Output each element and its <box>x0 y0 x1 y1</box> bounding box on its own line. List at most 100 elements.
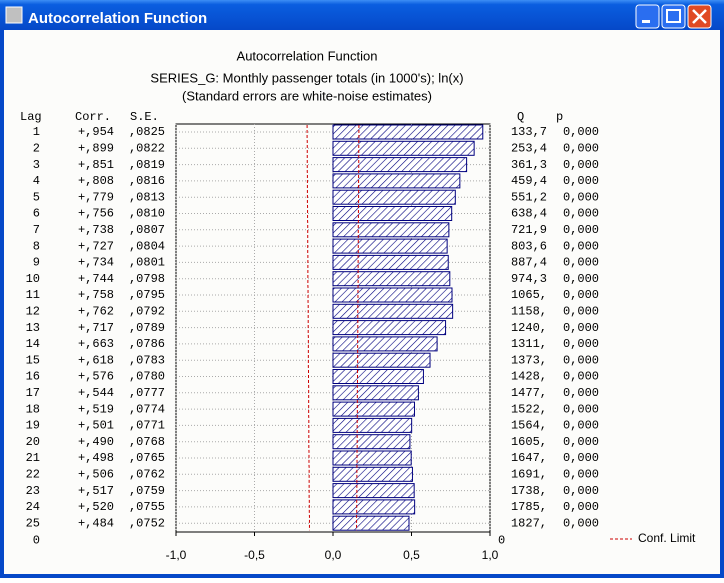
lag-label: 1 <box>33 125 40 139</box>
p-label: 0,000 <box>563 141 599 155</box>
q-label: 1738, <box>511 484 547 498</box>
q-label: 1477, <box>511 386 547 400</box>
corr-label: +,717 <box>78 321 114 335</box>
p-label: 0,000 <box>563 435 599 449</box>
corr-label: +,762 <box>78 304 114 318</box>
p-label: 0,000 <box>563 288 599 302</box>
q-label: 1158, <box>511 304 547 318</box>
lag-label: 11 <box>26 288 40 302</box>
corr-label: +,756 <box>78 207 114 221</box>
bar <box>332 434 411 450</box>
corr-label: +,484 <box>78 516 114 530</box>
q-label: 361,3 <box>511 158 547 172</box>
lag-label: 22 <box>26 467 40 481</box>
se-label: ,0768 <box>129 435 165 449</box>
se-label: ,0822 <box>129 141 165 155</box>
bar <box>332 499 416 515</box>
column-header: S.E. <box>130 110 159 124</box>
corr-label: +,758 <box>78 288 114 302</box>
q-label: 1522, <box>511 402 547 416</box>
x-tick-label: 0,5 <box>403 548 420 562</box>
q-label: 1647, <box>511 451 547 465</box>
bar <box>332 450 412 466</box>
bar <box>332 254 449 270</box>
corr-label: +,899 <box>78 141 114 155</box>
bar <box>332 369 424 384</box>
se-label: ,0774 <box>129 402 165 416</box>
p-label: 0,000 <box>563 484 599 498</box>
p-label: 0,000 <box>563 402 599 416</box>
lag-label: 17 <box>26 386 40 400</box>
bar <box>332 352 431 368</box>
se-label: ,0816 <box>129 174 165 188</box>
p-label: 0,000 <box>563 516 599 530</box>
q-label: 1373, <box>511 353 547 367</box>
se-label: ,0813 <box>129 190 165 204</box>
bar <box>332 157 468 173</box>
lag-label: 19 <box>26 419 40 433</box>
lag-label: 12 <box>26 304 40 318</box>
p-label: 0,000 <box>563 353 599 367</box>
se-label: ,0755 <box>129 500 165 514</box>
se-label: ,0807 <box>129 223 165 237</box>
bar <box>332 515 410 531</box>
close-button[interactable] <box>687 4 712 29</box>
p-label: 0,000 <box>563 500 599 514</box>
maximize-button[interactable] <box>661 4 686 29</box>
se-label: ,0759 <box>129 484 165 498</box>
bar <box>332 222 450 238</box>
q-label: 1428, <box>511 370 547 384</box>
p-label: 0,000 <box>563 223 599 237</box>
se-label: ,0786 <box>129 337 165 351</box>
p-label: 0,000 <box>563 125 599 139</box>
q-label: 253,4 <box>511 141 547 155</box>
bar <box>332 206 453 221</box>
p-label: 0,000 <box>563 239 599 253</box>
lag-label: 6 <box>33 207 40 221</box>
corr-label: +,808 <box>78 174 114 188</box>
corr-label: +,851 <box>78 158 114 172</box>
column-header: Lag <box>20 110 42 124</box>
corr-label: +,519 <box>78 402 114 416</box>
corr-label: +,744 <box>78 272 114 286</box>
corr-label: +,954 <box>78 125 114 139</box>
lag-label: 3 <box>33 158 40 172</box>
corr-label: +,734 <box>78 256 114 270</box>
lag-label: 23 <box>26 484 40 498</box>
q-label: 551,2 <box>511 190 547 204</box>
corr-label: +,498 <box>78 451 114 465</box>
lag-label: 20 <box>26 435 40 449</box>
q-label: 887,4 <box>511 256 547 270</box>
se-label: ,0783 <box>129 353 165 367</box>
q-label: 1605, <box>511 435 547 449</box>
p-label: 0,000 <box>563 304 599 318</box>
corr-label: +,490 <box>78 435 114 449</box>
se-label: ,0819 <box>129 158 165 172</box>
p-label: 0,000 <box>563 451 599 465</box>
corr-label: +,576 <box>78 370 114 384</box>
p-label: 0,000 <box>563 467 599 481</box>
bar <box>332 483 415 499</box>
chart-subtitle: SERIES_G: Monthly passenger totals (in 1… <box>150 70 463 85</box>
conf-limit-line <box>356 125 360 531</box>
p-label: 0,000 <box>563 190 599 204</box>
lag-label: 10 <box>26 272 40 286</box>
p-label: 0,000 <box>563 207 599 221</box>
bar <box>332 189 456 205</box>
bar <box>332 401 415 417</box>
q-label: 1311, <box>511 337 547 351</box>
se-label: ,0798 <box>129 272 165 286</box>
bar <box>332 417 413 433</box>
p-label: 0,000 <box>563 419 599 433</box>
p-label: 0,000 <box>563 321 599 335</box>
se-label: ,0780 <box>129 370 165 384</box>
bar <box>332 173 461 189</box>
q-label: 459,4 <box>511 174 547 188</box>
plot: -1,0 -0,5 0,0 0,5 1,0 1 +,954 ,0825 133,7 0,000 2 +… <box>26 123 599 562</box>
chart-subtitle: (Standard errors are white-noise estimat… <box>182 88 432 103</box>
corr-label: +,727 <box>78 239 114 253</box>
minimize-button[interactable] <box>635 4 660 29</box>
corr-label: +,501 <box>78 419 114 433</box>
lag-label: 18 <box>26 402 40 416</box>
